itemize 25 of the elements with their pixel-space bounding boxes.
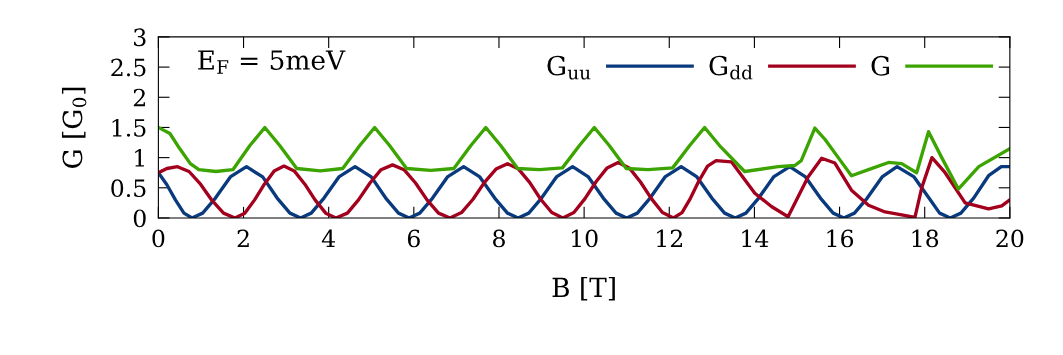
y-tick-label: 1.5	[112, 118, 146, 137]
legend-label: G$_{uu}$	[547, 55, 591, 80]
x-tick-label: 8	[493, 229, 505, 248]
y-tick-label: 3	[134, 28, 146, 47]
x-tick-label: 18	[912, 229, 939, 248]
legend-label: G	[871, 55, 890, 76]
x-tick-label: 20	[996, 229, 1024, 248]
y-tick-label: 1	[135, 149, 144, 167]
x-tick-label: 16	[827, 229, 854, 248]
line-series	[158, 125, 1010, 191]
x-tick-label: 6	[407, 229, 420, 248]
legend-label: G$_{dd}$	[709, 55, 753, 80]
x-tick-label: 0	[152, 229, 165, 248]
y-tick-label: 0	[133, 209, 146, 228]
y-tick-label: 2.5	[111, 58, 146, 77]
x-tick-label: 2	[237, 229, 249, 248]
x-axis-title: B [T]	[552, 276, 615, 301]
y-axis-title: G [G$_{0}$]	[61, 87, 87, 168]
annotation: E$_{F}$ = 5meV	[198, 50, 346, 74]
y-tick-label: 0.5	[111, 179, 146, 198]
x-tick-label: 10	[571, 229, 598, 248]
x-tick-label: 14	[742, 229, 769, 248]
x-tick-label: 12	[657, 229, 682, 248]
y-tick-label: 2	[133, 88, 145, 107]
x-tick-label: 4	[321, 229, 335, 248]
